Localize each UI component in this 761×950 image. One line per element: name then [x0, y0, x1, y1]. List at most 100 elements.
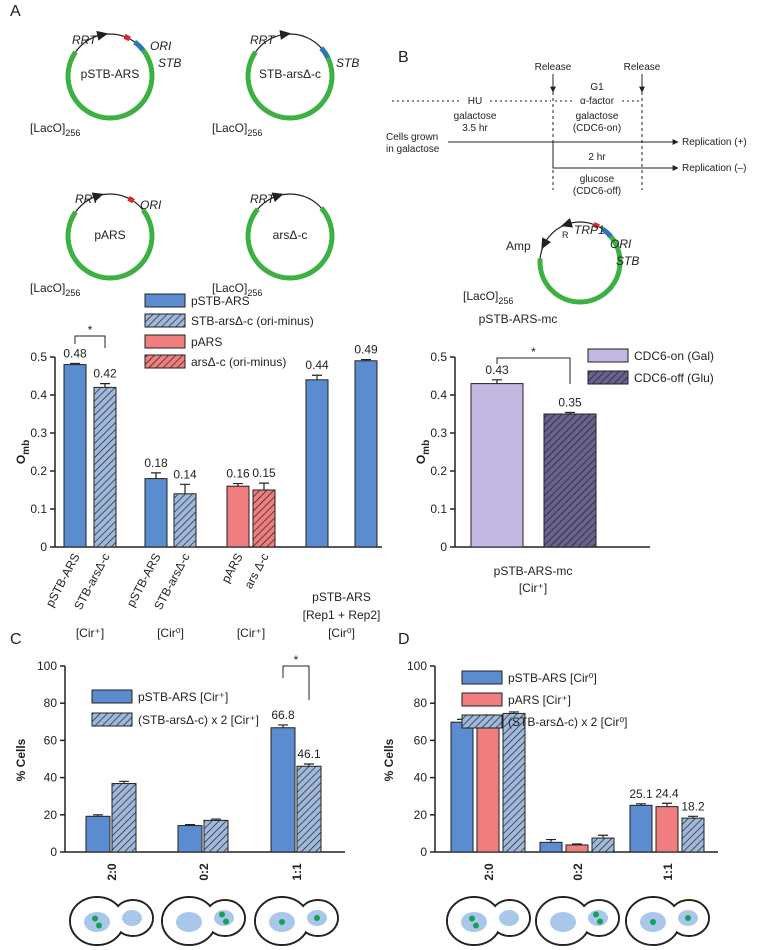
- significance-label: *: [88, 323, 93, 337]
- significance-bracket: [496, 357, 571, 384]
- y-tick-label: 0: [440, 540, 447, 554]
- plasmid-dot: [96, 922, 102, 929]
- legend-swatch: [144, 293, 186, 308]
- group-label: [Cir⁺]: [76, 626, 104, 640]
- y-tick-label: 0.1: [430, 502, 447, 516]
- feature-label: TRP1: [574, 223, 605, 237]
- y-tick-label: 0.4: [30, 388, 47, 402]
- y-tick-label: 0.3: [430, 426, 447, 440]
- bar: [539, 841, 563, 853]
- bar: [296, 765, 322, 853]
- laco-label: [LacO]256: [463, 289, 513, 306]
- timeline-label: galactose: [454, 111, 497, 122]
- bar: [543, 413, 597, 548]
- legend-swatch: [461, 692, 503, 707]
- legend-label: CDC6-off (Glu): [634, 371, 714, 385]
- plasmid-name: pSTB-ARS-mc: [479, 312, 558, 326]
- error-bar: [688, 815, 698, 819]
- arrowhead: [96, 30, 109, 41]
- error-bar: [565, 411, 575, 414]
- plasmid-dot: [279, 919, 285, 925]
- bar: [305, 379, 329, 548]
- plasmid-dot: [597, 918, 603, 925]
- error-bar: [119, 780, 129, 784]
- timeline-label: Cells grown: [386, 132, 438, 143]
- legend-label: STB-arsΔ-c (ori-minus): [191, 314, 314, 328]
- plasmid-segment: [257, 193, 322, 210]
- legend-label: pARS [Cir⁺]: [508, 693, 571, 707]
- laco-label: [LacO]256: [30, 121, 80, 138]
- y-axis-label-sub: mb: [421, 440, 432, 455]
- laco-label: [LacO]256: [30, 281, 80, 298]
- bar: [655, 806, 679, 853]
- y-tick-label: 0.5: [30, 350, 47, 364]
- y-tick-label: 20: [44, 808, 58, 822]
- x-tick-label: 0:2: [571, 863, 585, 881]
- error-bar: [361, 359, 371, 361]
- y-tick-label: 0.1: [30, 502, 47, 516]
- nucleus: [550, 912, 576, 932]
- panel-label: D: [398, 631, 410, 648]
- y-tick-label: 80: [414, 696, 428, 710]
- timeline-label: G1: [590, 82, 604, 93]
- group-label: [Rep1 + Rep2]: [303, 608, 381, 622]
- y-tick-label: 100: [37, 659, 57, 673]
- feature-label: ORI: [150, 39, 172, 53]
- feature-label: ORI: [140, 198, 162, 212]
- nucleus: [588, 910, 608, 926]
- nucleus: [214, 910, 234, 926]
- legend-swatch: [144, 334, 186, 349]
- error-bar: [259, 482, 269, 490]
- error-bar: [185, 824, 195, 826]
- error-bar: [70, 362, 80, 365]
- bar: [681, 817, 705, 853]
- error-bar: [636, 803, 646, 806]
- panel-label: A: [10, 3, 21, 20]
- value-label: 24.4: [655, 786, 679, 800]
- y-axis-label: % Cells: [382, 738, 396, 781]
- plasmid-dot: [314, 915, 320, 921]
- y-axis-label-sub: mb: [21, 440, 32, 455]
- value-label: 0.14: [173, 467, 197, 481]
- arrowhead: [91, 192, 104, 203]
- y-tick-label: 0.4: [430, 388, 447, 402]
- group-label: [Cir⁰]: [157, 626, 184, 640]
- x-tick-label: pARS: [219, 551, 246, 585]
- bar: [93, 386, 117, 548]
- nucleus: [176, 912, 202, 932]
- bar: [502, 712, 526, 853]
- y-tick-label: 0: [40, 540, 47, 554]
- bar: [629, 804, 653, 853]
- error-bar: [572, 843, 582, 845]
- timeline: [392, 74, 679, 190]
- y-tick-label: 0.2: [30, 464, 47, 478]
- laco-label: [LacO]256: [212, 121, 262, 138]
- error-bar: [304, 763, 314, 767]
- legend-label: pSTB-ARS [Cir⁺]: [138, 690, 228, 704]
- ori-element: [592, 222, 600, 229]
- feature-label: STB: [616, 254, 639, 268]
- panel-label: B: [398, 49, 409, 66]
- error-bar: [509, 711, 519, 714]
- y-axis-label-main: % Cells: [382, 738, 396, 781]
- feature-label: RRT: [75, 192, 101, 206]
- plasmid-dot: [219, 911, 225, 918]
- bar: [270, 727, 296, 853]
- feature-label: ORI: [610, 237, 632, 251]
- bar: [111, 783, 137, 853]
- value-label: 0.44: [305, 358, 329, 372]
- bar: [252, 489, 276, 548]
- ori-element: [123, 34, 131, 42]
- y-axis-label-main: O: [414, 455, 428, 464]
- feature-label: STB: [336, 56, 359, 70]
- plasmid-dot: [469, 915, 475, 922]
- value-label: 0.18: [144, 456, 168, 470]
- legend-label: pARS: [191, 335, 222, 349]
- bar: [203, 819, 229, 853]
- bar: [63, 364, 87, 548]
- timeline-label: 3.5 hr: [462, 123, 488, 134]
- y-axis-label-main: O: [14, 455, 28, 464]
- significance-bracket: [74, 335, 106, 348]
- feature-label: Amp: [506, 239, 531, 253]
